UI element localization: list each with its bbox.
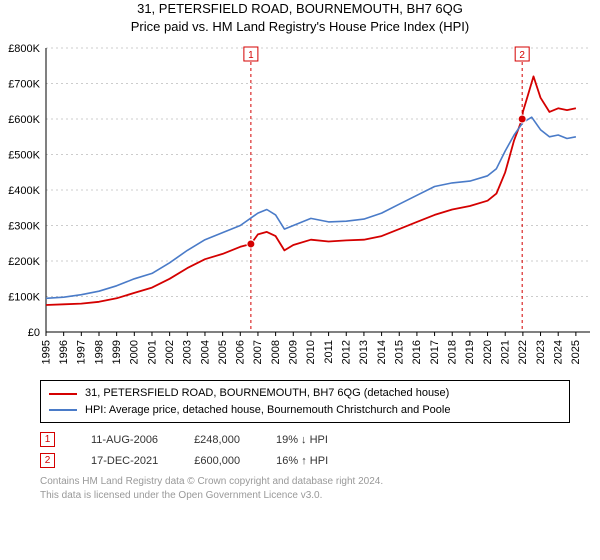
legend-item: HPI: Average price, detached house, Bour… <box>49 402 561 419</box>
page-title-line1: 31, PETERSFIELD ROAD, BOURNEMOUTH, BH7 6… <box>0 0 600 18</box>
svg-text:2005: 2005 <box>217 340 229 364</box>
svg-text:£500K: £500K <box>8 150 40 162</box>
footer: Contains HM Land Registry data © Crown c… <box>40 475 570 502</box>
svg-text:£100K: £100K <box>8 292 40 304</box>
svg-text:1996: 1996 <box>58 340 70 364</box>
footer-line: This data is licensed under the Open Gov… <box>40 489 570 503</box>
annotation-date: 11-AUG-2006 <box>91 434 158 446</box>
legend-swatch <box>49 393 77 395</box>
svg-text:2: 2 <box>519 50 525 61</box>
svg-text:2012: 2012 <box>341 340 353 364</box>
footer-line: Contains HM Land Registry data © Crown c… <box>40 475 570 489</box>
legend-item: 31, PETERSFIELD ROAD, BOURNEMOUTH, BH7 6… <box>49 385 561 402</box>
svg-text:£700K: £700K <box>8 79 40 91</box>
svg-text:2013: 2013 <box>358 340 370 364</box>
svg-text:2003: 2003 <box>182 340 194 364</box>
svg-text:2000: 2000 <box>129 340 141 364</box>
annotation-row: 1 11-AUG-2006 £248,000 19% ↓ HPI <box>40 429 570 450</box>
svg-text:2001: 2001 <box>146 340 158 364</box>
svg-text:2007: 2007 <box>252 340 264 364</box>
svg-text:£300K: £300K <box>8 221 40 233</box>
svg-text:2011: 2011 <box>323 340 335 364</box>
price-chart: £0 £100K £200K £300K £400K £500K £600K £700K £80… <box>0 42 600 372</box>
svg-text:2025: 2025 <box>570 340 582 364</box>
page-title-line2: Price paid vs. HM Land Registry's House … <box>0 18 600 36</box>
svg-text:2018: 2018 <box>447 340 459 364</box>
legend: 31, PETERSFIELD ROAD, BOURNEMOUTH, BH7 6… <box>40 380 570 423</box>
svg-text:£400K: £400K <box>8 185 40 197</box>
annotation-row: 2 17-DEC-2021 £600,000 16% ↑ HPI <box>40 450 570 471</box>
svg-text:1995: 1995 <box>40 340 52 364</box>
legend-label: 31, PETERSFIELD ROAD, BOURNEMOUTH, BH7 6… <box>85 385 449 402</box>
annotation-badge: 1 <box>40 432 55 447</box>
svg-text:£800K: £800K <box>8 43 40 55</box>
annotation-price: £600,000 <box>194 455 240 467</box>
svg-text:2020: 2020 <box>482 340 494 364</box>
svg-text:1999: 1999 <box>111 340 123 364</box>
svg-text:2024: 2024 <box>553 340 565 364</box>
svg-text:£200K: £200K <box>8 256 40 268</box>
svg-text:2008: 2008 <box>270 340 282 364</box>
annotation-delta: 16% ↑ HPI <box>276 455 328 467</box>
svg-text:2004: 2004 <box>199 340 211 364</box>
svg-text:2023: 2023 <box>535 340 547 364</box>
svg-text:2019: 2019 <box>464 340 476 364</box>
legend-swatch <box>49 409 77 411</box>
svg-text:1: 1 <box>248 50 254 61</box>
svg-text:2021: 2021 <box>500 340 512 364</box>
svg-text:1998: 1998 <box>93 340 105 364</box>
svg-text:2015: 2015 <box>394 340 406 364</box>
svg-text:£600K: £600K <box>8 114 40 126</box>
annotation-delta: 19% ↓ HPI <box>276 434 328 446</box>
svg-text:1997: 1997 <box>76 340 88 364</box>
annotation-badge: 2 <box>40 453 55 468</box>
svg-text:2006: 2006 <box>235 340 247 364</box>
svg-text:2009: 2009 <box>288 340 300 364</box>
svg-text:2010: 2010 <box>305 340 317 364</box>
svg-text:2016: 2016 <box>411 340 423 364</box>
svg-text:2002: 2002 <box>164 340 176 364</box>
legend-label: HPI: Average price, detached house, Bour… <box>85 402 450 419</box>
sale-annotations: 1 11-AUG-2006 £248,000 19% ↓ HPI 2 17-DE… <box>40 429 570 471</box>
svg-text:2017: 2017 <box>429 340 441 364</box>
annotation-date: 17-DEC-2021 <box>91 455 158 467</box>
svg-text:2014: 2014 <box>376 340 388 364</box>
svg-text:£0: £0 <box>28 327 40 339</box>
annotation-price: £248,000 <box>194 434 240 446</box>
svg-text:2022: 2022 <box>517 340 529 364</box>
